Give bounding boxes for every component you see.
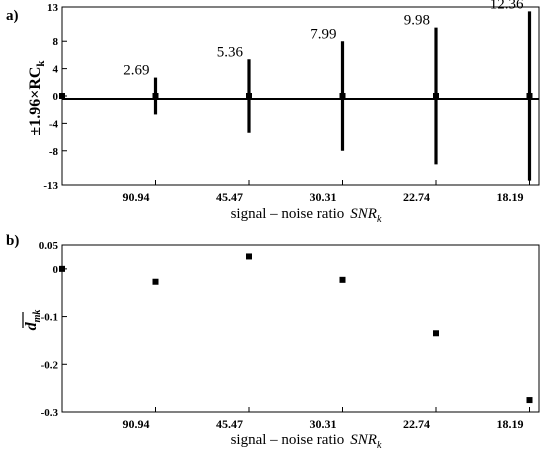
data-point [59, 93, 65, 99]
x-tick-label: 90.94 [123, 190, 150, 204]
panel-b-x-ticks: 90.94 45.47 30.31 22.74 18.19 [123, 407, 530, 431]
svg-text:dmk: dmk [23, 310, 43, 331]
panel-a-ylabel: ±1.96×RCk [27, 60, 47, 136]
panel-a: a) ±1.96×RCk 13 8 4 0 -4 -8 -13 90.94 45.47 30.3… [6, 0, 540, 225]
data-point [433, 93, 439, 99]
panel-b: b) dmk 0.05 0 -0.1 -0.2 -0.3 90.94 45.47 30.31… [6, 233, 540, 451]
data-label: 7.99 [310, 26, 336, 42]
panel-b-plot-frame [61, 244, 540, 413]
y-tick-label: 0 [53, 91, 59, 103]
x-tick-label: 45.47 [216, 417, 243, 431]
y-tick-label: 4 [53, 64, 59, 76]
data-point [433, 330, 439, 337]
x-tick-label: 22.74 [403, 417, 430, 431]
data-point [339, 276, 346, 283]
panel-a-label: a) [6, 8, 19, 24]
panel-a-y-ticks: 13 8 4 0 -4 -8 -13 [43, 2, 67, 192]
x-tick-label: 22.74 [403, 190, 430, 204]
panel-b-y-ticks: 0.05 0 -0.1 -0.2 -0.3 [39, 240, 67, 419]
data-point [246, 253, 252, 260]
data-point [526, 397, 533, 404]
panel-b-ylabel: dmk [22, 310, 43, 331]
data-point [152, 93, 159, 99]
panel-b-xlabel: signal – noise ratio SNRk [231, 432, 382, 451]
data-label: 5.36 [217, 44, 244, 60]
x-tick-label: 30.31 [310, 190, 337, 204]
x-tick-label: 30.31 [310, 417, 337, 431]
data-label: 12.36 [490, 0, 524, 12]
data-point [526, 93, 533, 99]
y-tick-label: 0 [53, 264, 59, 276]
y-tick-label: 13 [47, 2, 59, 14]
data-point [246, 93, 252, 99]
data-point [339, 93, 346, 99]
data-point [59, 265, 65, 272]
panel-a-plot-frame [61, 6, 540, 186]
y-tick-label: 8 [53, 36, 59, 48]
data-label: 9.98 [404, 13, 430, 29]
y-tick-label: -13 [43, 180, 58, 192]
x-tick-label: 18.19 [497, 417, 524, 431]
y-tick-label: -4 [49, 118, 59, 130]
x-tick-label: 90.94 [123, 417, 150, 431]
y-tick-label: -0.1 [41, 312, 58, 324]
data-point [152, 278, 159, 285]
y-tick-label: -0.2 [41, 359, 59, 371]
panel-b-marks [59, 253, 533, 404]
x-tick-label: 18.19 [497, 190, 524, 204]
y-tick-label: -8 [49, 146, 59, 158]
panel-a-xlabel: signal – noise ratio SNRk [231, 206, 382, 225]
x-tick-label: 45.47 [216, 190, 243, 204]
panel-b-label: b) [6, 233, 19, 249]
panel-a-x-ticks: 90.94 45.47 30.31 22.74 18.19 [123, 180, 530, 204]
panel-a-marks: 2.69 5.36 7.99 9.98 12.36 [59, 0, 533, 181]
y-tick-label: 0.05 [39, 240, 59, 252]
y-tick-label: -0.3 [41, 407, 59, 419]
data-label: 2.69 [123, 63, 149, 79]
